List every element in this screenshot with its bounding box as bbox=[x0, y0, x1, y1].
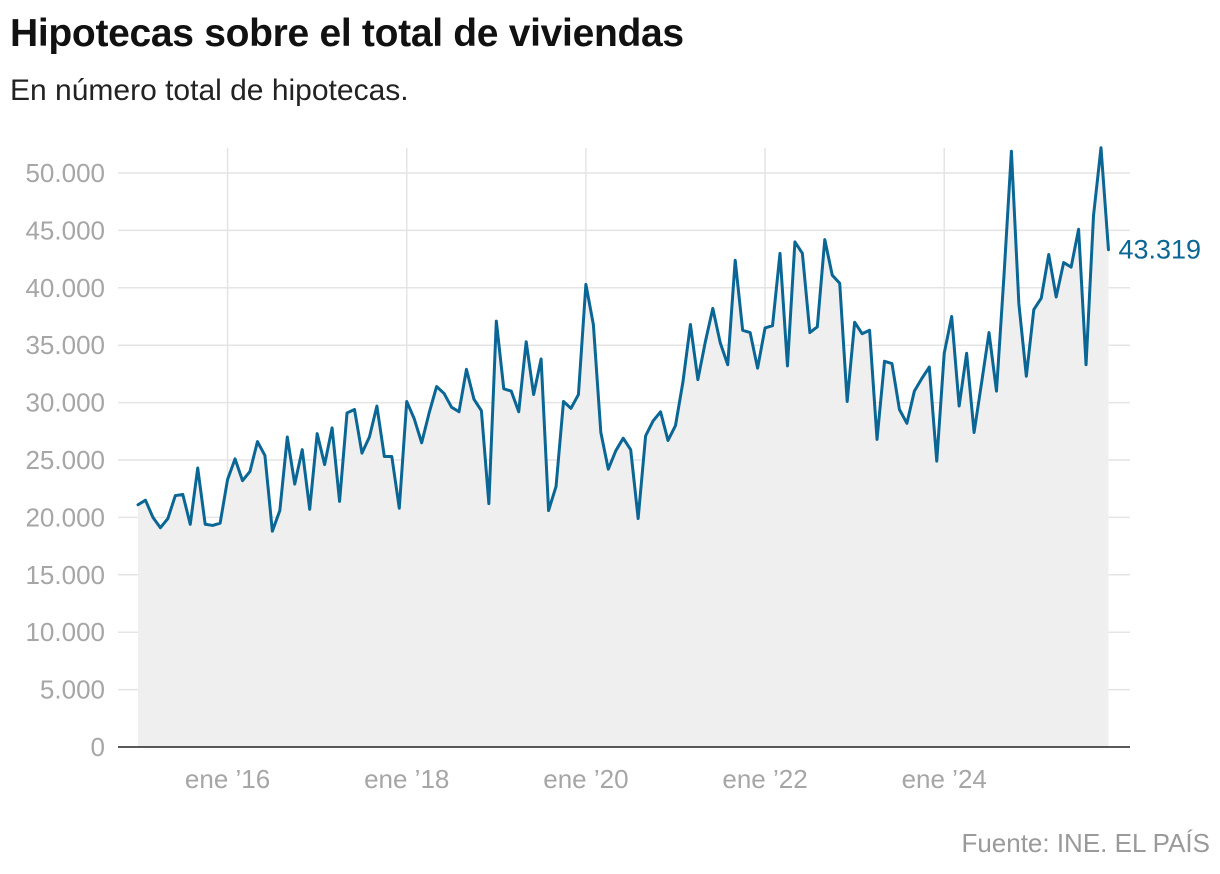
x-axis-tick-labels: ene ’16 ene ’18 ene ’20 ene ’22 ene ’24 bbox=[185, 764, 987, 794]
x-tick-label: ene ’22 bbox=[722, 764, 807, 794]
y-tick-label: 15.000 bbox=[25, 560, 105, 590]
chart-title: Hipotecas sobre el total de viviendas bbox=[10, 12, 684, 55]
source-note: Fuente: INE. EL PAÍS bbox=[961, 828, 1210, 858]
y-tick-label: 5.000 bbox=[40, 675, 105, 705]
area-fill bbox=[138, 147, 1109, 748]
y-tick-label: 35.000 bbox=[25, 330, 105, 360]
x-tick-label: ene ’16 bbox=[185, 764, 270, 794]
y-tick-label: 20.000 bbox=[25, 502, 105, 532]
x-tick-label: ene ’20 bbox=[543, 764, 628, 794]
y-tick-label: 45.000 bbox=[25, 215, 105, 245]
y-tick-label: 0 bbox=[91, 732, 105, 762]
y-tick-label: 10.000 bbox=[25, 617, 105, 647]
y-tick-label: 25.000 bbox=[25, 445, 105, 475]
y-tick-label: 40.000 bbox=[25, 273, 105, 303]
y-tick-label: 50.000 bbox=[25, 158, 105, 188]
series-line bbox=[136, 146, 1110, 533]
y-axis-tick-labels: 0 5.000 10.000 15.000 20.000 25.000 30.000 35.0… bbox=[25, 158, 105, 762]
chart-subtitle: En número total de hipotecas. bbox=[10, 74, 409, 107]
x-tick-label: ene ’24 bbox=[902, 764, 987, 794]
last-value-label: 43.319 bbox=[1118, 235, 1201, 265]
x-tick-label: ene ’18 bbox=[364, 764, 449, 794]
y-tick-label: 30.000 bbox=[25, 388, 105, 418]
